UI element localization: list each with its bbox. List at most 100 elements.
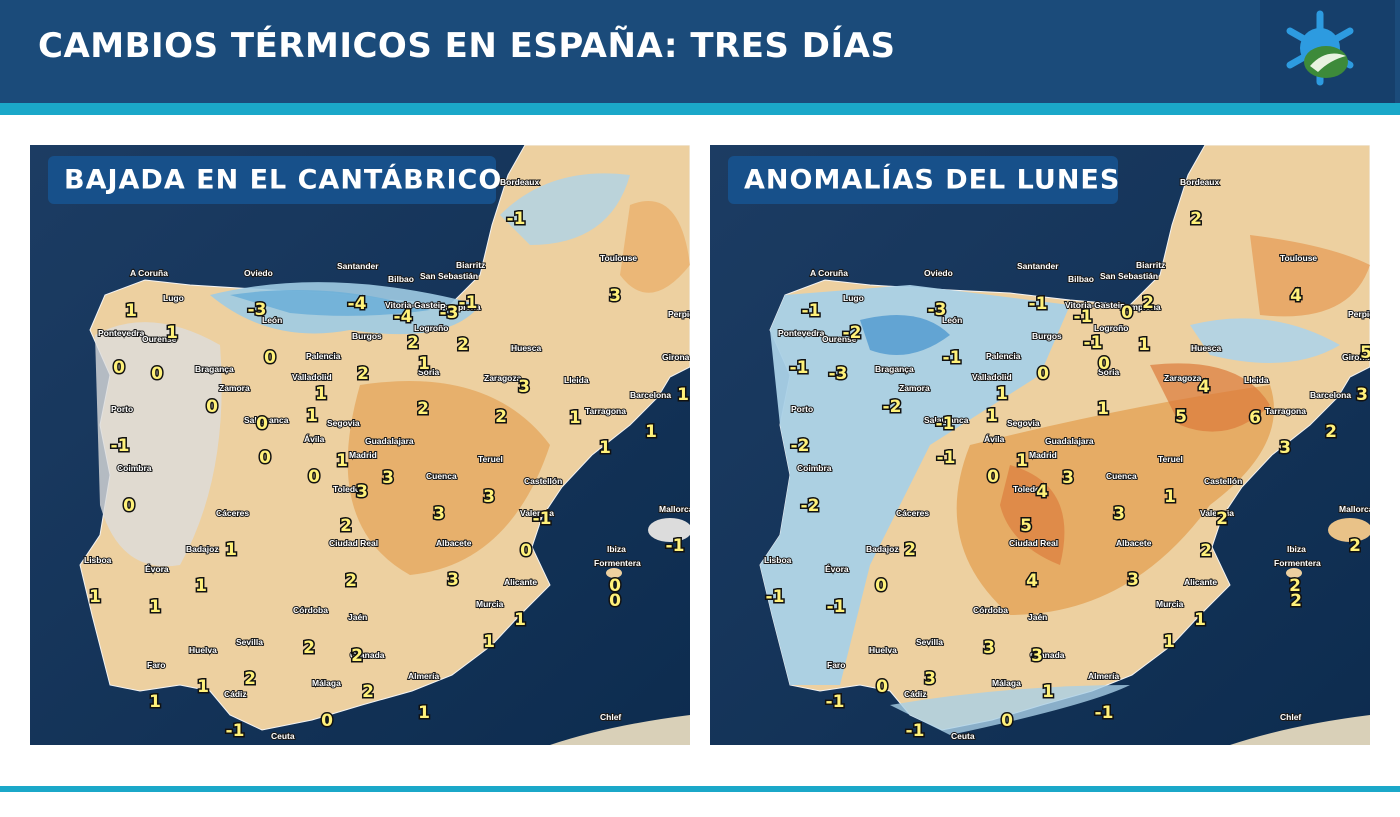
anomaly-value: -1 xyxy=(936,414,955,434)
city-label: Bilbao xyxy=(388,274,414,284)
city-label: Valencia xyxy=(1200,508,1234,518)
anomaly-value: 1 xyxy=(599,438,611,458)
anomaly-value: 3 xyxy=(983,638,995,658)
anomaly-value: 0 xyxy=(256,414,268,434)
city-label: Toulouse xyxy=(600,253,637,263)
anomaly-area xyxy=(95,322,222,567)
anomaly-value: 3 xyxy=(609,286,621,306)
anomaly-value: 1 xyxy=(1163,632,1175,652)
anomaly-area xyxy=(1000,465,1065,565)
city-label: Évora xyxy=(825,564,849,574)
anomaly-value: 2 xyxy=(495,407,507,427)
anomaly-value: -1 xyxy=(802,301,821,321)
city-label: Ávila xyxy=(304,434,325,444)
city-label: Porto xyxy=(111,404,133,414)
city-label: Almería xyxy=(1088,671,1119,681)
anomaly-value: 1 xyxy=(996,384,1008,404)
city-label: Formentera xyxy=(594,558,641,568)
anomaly-value: -1 xyxy=(507,209,526,229)
city-label: Toledo xyxy=(1013,484,1040,494)
city-label: Coimbra xyxy=(117,463,152,473)
anomaly-value: 0 xyxy=(308,467,320,487)
logo-icon xyxy=(1286,10,1354,86)
anomaly-value: 0 xyxy=(321,711,333,731)
anomaly-value: 0 xyxy=(609,591,621,611)
city-label: Barcelona xyxy=(630,390,671,400)
city-label: Tarragona xyxy=(585,406,626,416)
city-label: Badajoz xyxy=(866,544,899,554)
anomaly-value: 1 xyxy=(336,451,348,471)
anomaly-value: -1 xyxy=(943,348,962,368)
anomaly-value: 2 xyxy=(1349,536,1361,556)
city-label: Burgos xyxy=(1032,331,1062,341)
city-label: Huesca xyxy=(1191,343,1222,353)
anomaly-value: 5 xyxy=(1020,516,1032,536)
anomaly-value: -1 xyxy=(459,293,478,313)
anomaly-value: 0 xyxy=(206,397,218,417)
anomaly-value: 3 xyxy=(1127,570,1139,590)
anomaly-value: 2 xyxy=(1142,293,1154,313)
anomaly-area xyxy=(347,381,550,575)
city-label: Zaragoza xyxy=(484,373,522,383)
anomaly-value: 1 xyxy=(1164,487,1176,507)
anomaly-value: 1 xyxy=(166,323,178,343)
anomaly-area xyxy=(230,290,430,316)
anomaly-value: 0 xyxy=(1098,354,1110,374)
anomaly-value: 0 xyxy=(1037,364,1049,384)
city-label: Alicante xyxy=(504,577,537,587)
city-label: Alicante xyxy=(1184,577,1217,587)
city-label: Pamplona xyxy=(440,302,481,312)
anomaly-area xyxy=(620,201,690,293)
city-label: Murcia xyxy=(1156,599,1184,609)
anomaly-value: -1 xyxy=(906,721,925,741)
anomaly-value: -1 xyxy=(111,436,130,456)
anomaly-value: -3 xyxy=(248,300,267,320)
anomaly-value: 2 xyxy=(904,540,916,560)
city-label: Jaén xyxy=(348,612,367,622)
anomaly-value: 0 xyxy=(520,541,532,561)
anomaly-value: 1 xyxy=(418,354,430,374)
city-label: Vitoria-Gasteiz xyxy=(385,300,444,310)
city-label: Cáceres xyxy=(896,508,929,518)
map-panel: A Coruña Oviedo Santander Bilbao San Sebasti… xyxy=(30,145,690,745)
city-label: Évora xyxy=(145,564,169,574)
anomaly-value: 2 xyxy=(417,399,429,419)
city-label: Guadalajara xyxy=(1045,436,1094,446)
anomaly-area xyxy=(1150,363,1270,432)
city-label: Formentera xyxy=(1274,558,1321,568)
anomaly-value: -3 xyxy=(829,364,848,384)
city-label: Ceuta xyxy=(271,731,295,741)
anomaly-value: 3 xyxy=(356,482,368,502)
anomaly-value: 2 xyxy=(1290,591,1302,611)
header-title: CAMBIOS TÉRMICOS EN ESPAÑA: TRES DÍAS xyxy=(38,26,896,66)
header-stripe xyxy=(0,103,1400,115)
anomaly-value: 2 xyxy=(457,335,469,355)
city-label: Madrid xyxy=(1029,450,1057,460)
anomaly-value: 4 xyxy=(1036,482,1048,502)
africa-coast xyxy=(1230,715,1370,745)
anomaly-value: -1 xyxy=(790,358,809,378)
city-label: Santander xyxy=(337,261,379,271)
city-label: Mallorca xyxy=(1339,504,1370,514)
city-label: Bragança xyxy=(195,364,234,374)
city-label: Valladolid xyxy=(972,372,1012,382)
city-label: Soria xyxy=(1098,367,1120,377)
city-label: Logroño xyxy=(414,323,448,333)
anomaly-value: 3 xyxy=(433,504,445,524)
city-label: Segovia xyxy=(327,418,360,428)
city-label: Coimbra xyxy=(797,463,832,473)
anomaly-value: 4 xyxy=(1290,286,1302,306)
anomaly-value: 1 xyxy=(986,406,998,426)
city-label: Porto xyxy=(791,404,813,414)
city-label: Badajoz xyxy=(186,544,219,554)
city-label: Almería xyxy=(408,671,439,681)
city-label: Murcia xyxy=(476,599,504,609)
city-label: Faro xyxy=(147,660,165,670)
city-label: Pontevedra xyxy=(778,328,825,338)
city-label: A Coruña xyxy=(810,268,848,278)
anomaly-value: 3 xyxy=(483,487,495,507)
city-label: Faro xyxy=(827,660,845,670)
anomaly-value: -1 xyxy=(226,721,245,741)
anomaly-value: 1 xyxy=(197,677,209,697)
